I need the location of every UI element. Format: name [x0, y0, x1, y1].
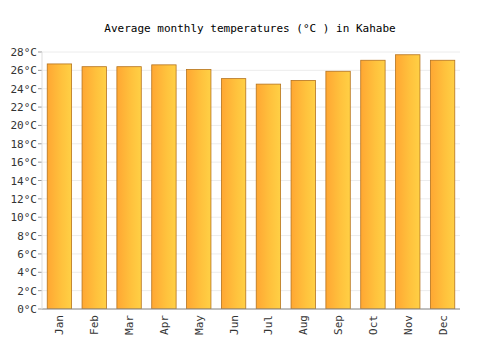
chart-svg: Average monthly temperatures (°C ) in Ka…	[0, 0, 500, 350]
grid-line	[42, 52, 460, 53]
y-tick-label: 14°C	[11, 175, 38, 188]
bars	[47, 55, 455, 309]
y-tick	[38, 272, 42, 273]
title: Average monthly temperatures (°C ) in Ka…	[104, 22, 395, 35]
grid-line	[42, 309, 460, 310]
x-tick-label: Dec	[437, 315, 450, 335]
bar	[82, 67, 106, 309]
x-tick-label: Jan	[53, 315, 66, 335]
y-tick	[38, 180, 42, 181]
bar	[430, 60, 454, 309]
x-tick-label: Apr	[158, 315, 171, 335]
y-tick	[38, 107, 42, 108]
y-tick	[38, 198, 42, 199]
y-tick	[38, 88, 42, 89]
y-tick	[38, 143, 42, 144]
y-tick	[38, 125, 42, 126]
bar	[326, 71, 350, 309]
x-tick-label: Feb	[88, 315, 101, 335]
y-tick-label: 18°C	[11, 138, 38, 151]
y-tick	[38, 290, 42, 291]
y-tick	[38, 52, 42, 53]
y-tick-label: 20°C	[11, 119, 38, 132]
y-tick	[38, 235, 42, 236]
y-tick-label: 12°C	[11, 193, 38, 206]
x-tick-label: Jun	[228, 315, 241, 335]
x-tick-label: Jul	[262, 315, 275, 335]
y-tick-label: 24°C	[11, 83, 38, 96]
grid	[42, 52, 460, 309]
y-tick-label: 28°C	[11, 46, 38, 59]
y-tick	[38, 253, 42, 254]
x-axis	[42, 309, 460, 310]
bar	[396, 55, 420, 309]
x-tick-label: May	[193, 315, 206, 335]
y-tick-label: 2°C	[17, 285, 37, 298]
y-tick-label: 6°C	[17, 248, 37, 261]
y-tick-label: 8°C	[17, 230, 37, 243]
y-tick-label: 16°C	[11, 156, 38, 169]
y-tick-label: 22°C	[11, 101, 38, 114]
y-tick	[38, 217, 42, 218]
x-tick-label: Aug	[297, 315, 310, 335]
y-tick-label: 0°C	[17, 303, 37, 316]
y-tick	[38, 70, 42, 71]
bar	[187, 69, 211, 309]
bar	[47, 64, 71, 309]
y-tick-label: 4°C	[17, 266, 37, 279]
y-tick-label: 10°C	[11, 211, 38, 224]
y-tick	[38, 309, 42, 310]
x-tick-label: Sep	[332, 315, 345, 335]
x-tick-label: Oct	[367, 315, 380, 335]
y-axis	[42, 52, 43, 309]
bar	[291, 80, 315, 309]
bar	[221, 79, 245, 309]
bar	[256, 84, 280, 309]
chart-container: Average monthly temperatures (°C ) in Ka…	[0, 0, 500, 350]
y-tick	[38, 162, 42, 163]
x-tick-label: Mar	[123, 315, 136, 335]
x-tick-label: Nov	[402, 315, 415, 335]
bar	[361, 60, 385, 309]
y-tick-label: 26°C	[11, 64, 38, 77]
bar	[117, 67, 141, 309]
bar	[152, 65, 176, 309]
